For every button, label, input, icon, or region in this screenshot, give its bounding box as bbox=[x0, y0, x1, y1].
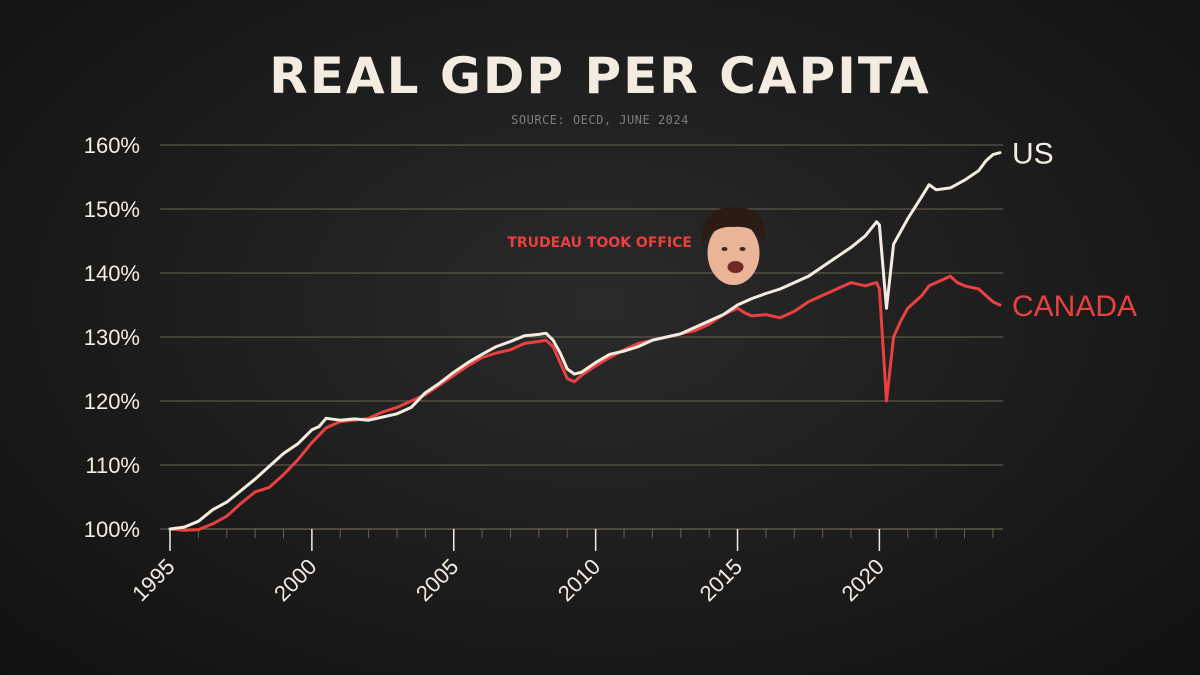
y-tick-label: 140% bbox=[84, 261, 140, 286]
portrait-hair bbox=[702, 207, 766, 245]
x-tick-label: 2010 bbox=[553, 554, 605, 606]
y-tick-label: 100% bbox=[84, 517, 140, 542]
y-tick-label: 160% bbox=[84, 133, 140, 158]
chart-title: REAL GDP PER CAPITA bbox=[269, 47, 931, 105]
x-axis: 1995 2000 2005 2010 2015 2020 bbox=[127, 528, 1003, 606]
canada-label: CANADA bbox=[1012, 290, 1137, 323]
x-tick-label: 2000 bbox=[269, 554, 321, 606]
y-tick-label: 130% bbox=[84, 325, 140, 350]
y-tick-label: 120% bbox=[84, 389, 140, 414]
portrait-mouth bbox=[727, 261, 744, 273]
x-tick-label: 2005 bbox=[411, 554, 463, 606]
grid-lines bbox=[160, 144, 1003, 530]
y-tick-label: 110% bbox=[85, 453, 140, 478]
portrait-icon bbox=[702, 207, 766, 285]
series-labels: US CANADA bbox=[1012, 138, 1137, 323]
x-tick-label: 2020 bbox=[837, 554, 889, 606]
y-axis: 100% 110% 120% 130% 140% 150% 160% bbox=[84, 133, 140, 542]
portrait-eye bbox=[739, 247, 746, 251]
y-tick-label: 150% bbox=[84, 197, 140, 222]
x-tick-label: 1995 bbox=[127, 554, 179, 606]
portrait-eye bbox=[721, 247, 728, 251]
trudeau-annotation: TRUDEAU TOOK OFFICE bbox=[507, 207, 766, 285]
canada-line bbox=[168, 274, 1002, 532]
x-tick-label: 2015 bbox=[695, 554, 747, 606]
us-line bbox=[168, 151, 1002, 531]
us-label: US bbox=[1012, 138, 1054, 171]
annotation-text: TRUDEAU TOOK OFFICE bbox=[507, 235, 692, 251]
chart-subtitle: SOURCE: OECD, JUNE 2024 bbox=[511, 113, 689, 127]
portrait-face bbox=[707, 221, 760, 285]
series-lines bbox=[168, 151, 1002, 532]
